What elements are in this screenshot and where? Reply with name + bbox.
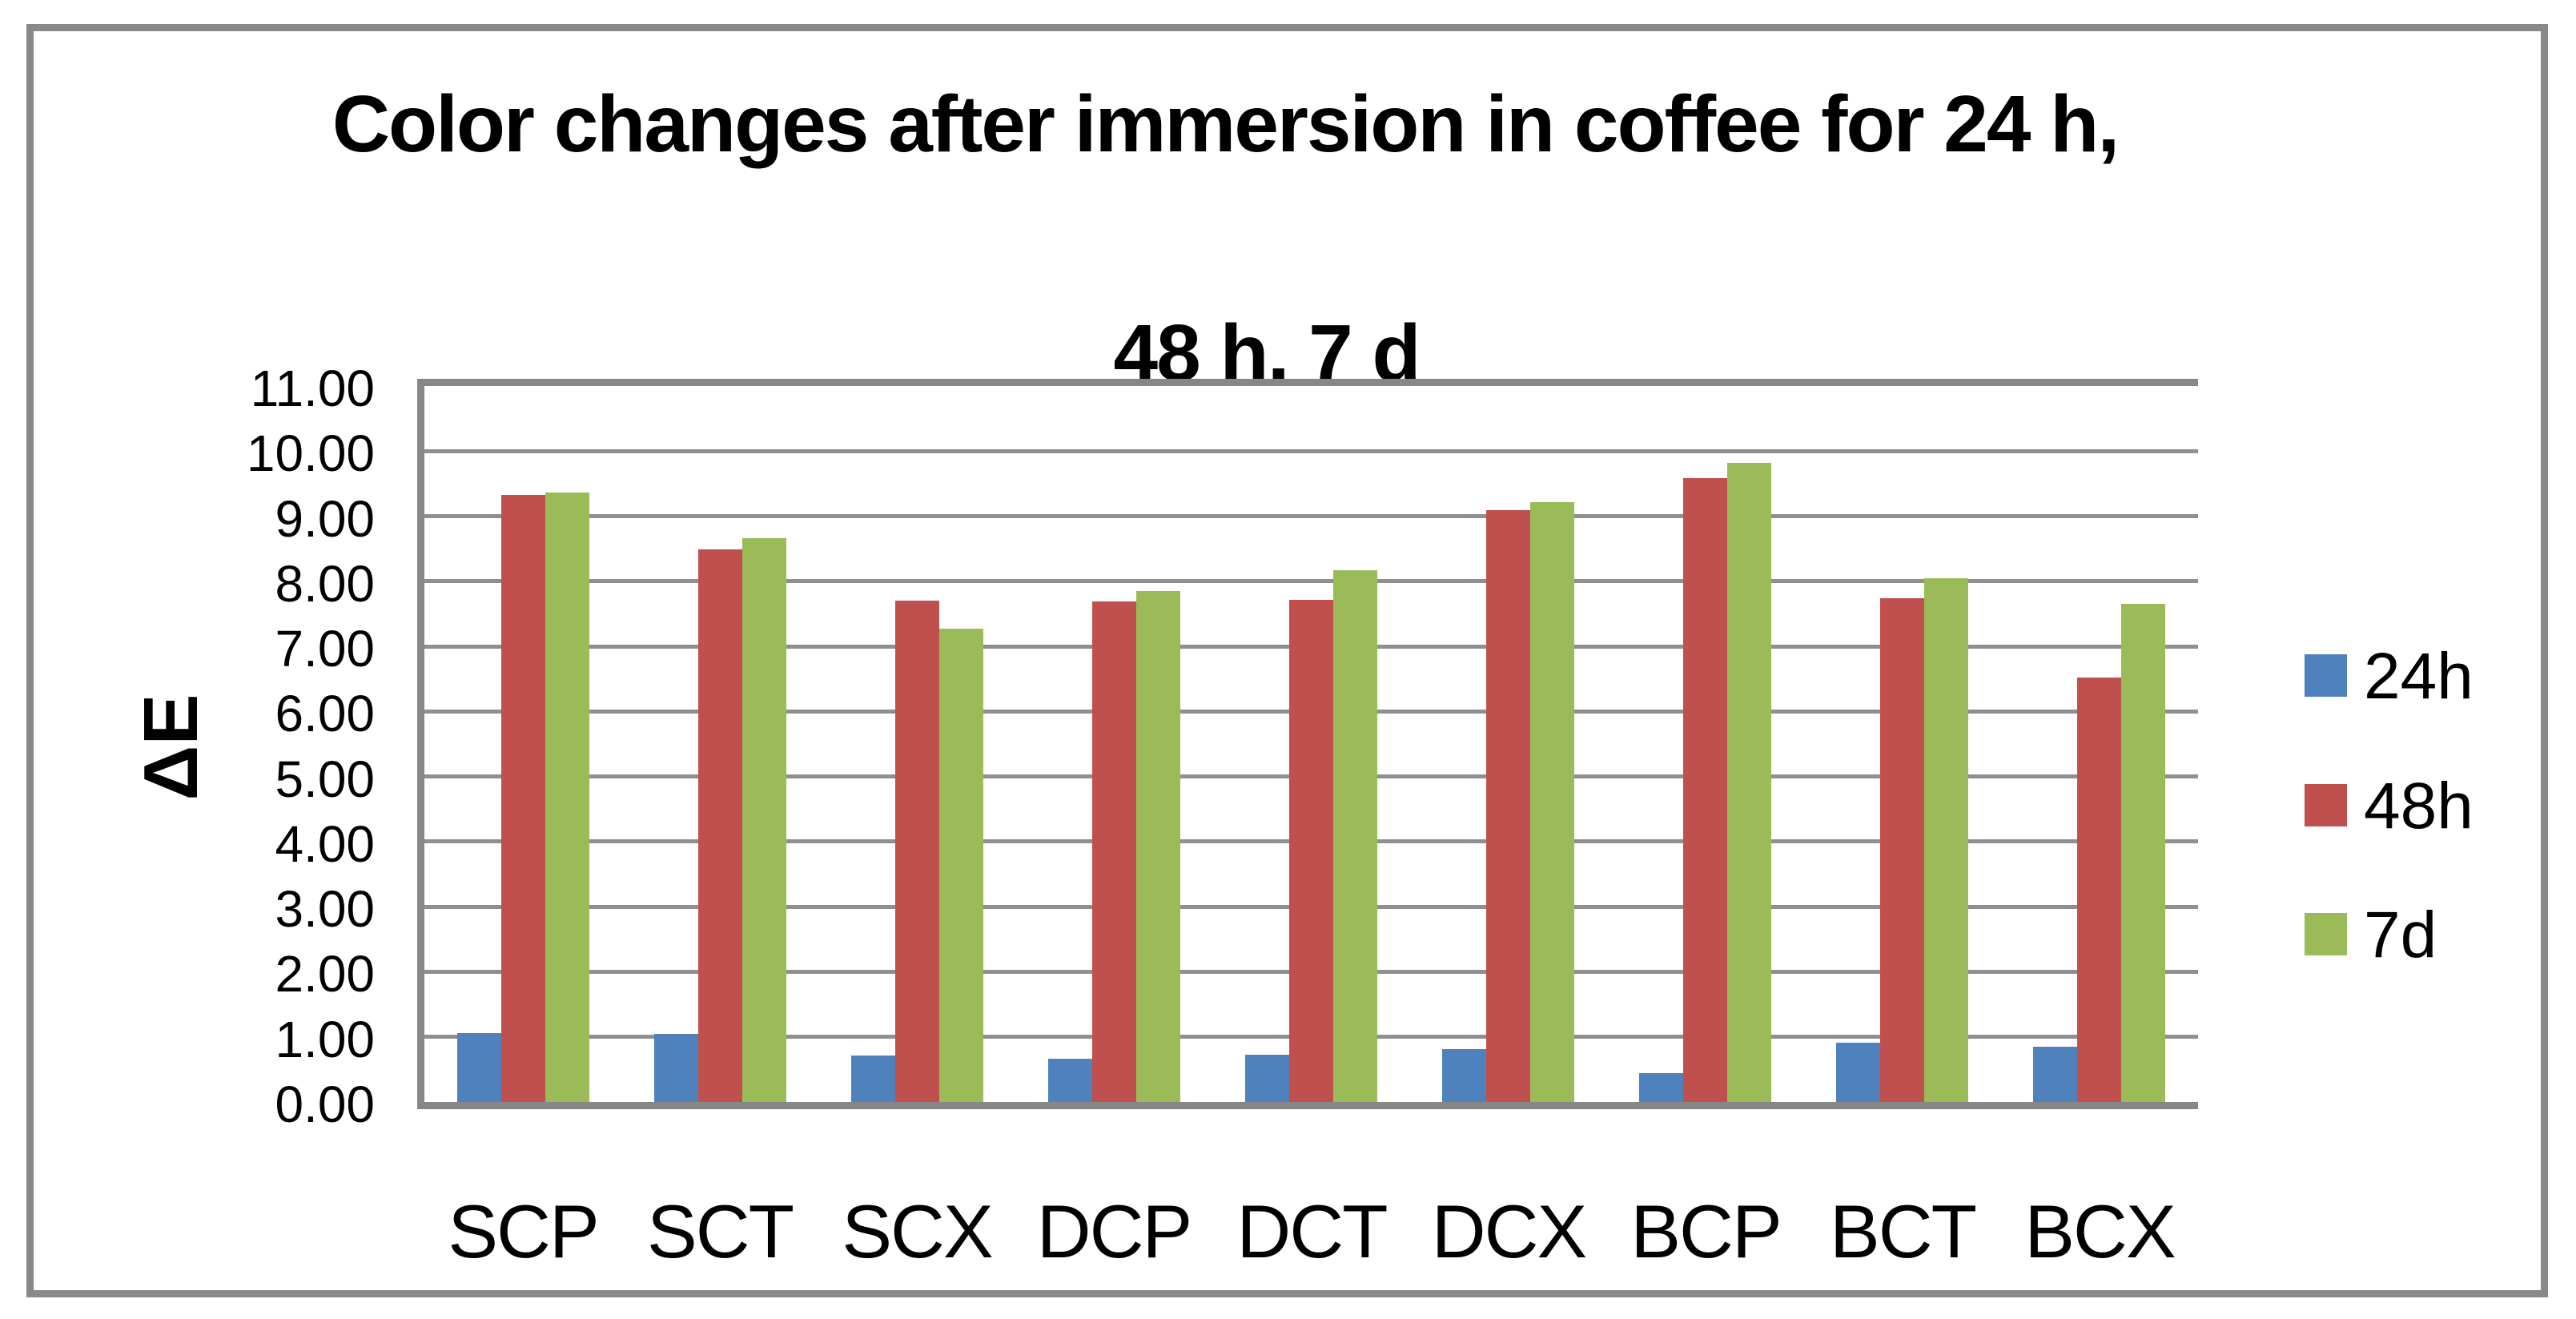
chart-title-line1: Color changes after immersion in coffee … [332,79,2120,169]
x-category-label-SCX: SCX [842,1189,993,1273]
bar-48h-BCP [1683,478,1727,1102]
bar-7d-BCP [1727,463,1771,1102]
bar-7d-DCP [1136,591,1180,1102]
legend-label-24h: 24h [2364,640,2474,713]
bar-24h-BCP [1639,1073,1683,1102]
gridline-y-9 [424,514,2198,518]
plot-area [417,379,2198,1109]
bar-48h-SCT [698,549,742,1102]
legend-label-7d: 7d [2364,899,2437,971]
bar-24h-BCX [2033,1047,2077,1102]
bar-7d-SCP [545,493,589,1102]
bar-48h-DCT [1289,600,1333,1102]
y-tick-label-6.00: 6.00 [275,685,375,742]
x-category-label-SCP: SCP [448,1189,599,1273]
x-category-label-BCT: BCT [1830,1189,1977,1273]
x-category-label-DCT: DCT [1236,1189,1388,1273]
y-tick-label-4.00: 4.00 [275,815,375,873]
y-tick-label-7.00: 7.00 [275,620,375,678]
bar-7d-SCT [742,538,786,1102]
bar-24h-BCT [1836,1043,1880,1102]
bar-7d-DCX [1530,502,1574,1102]
bar-48h-SCX [895,601,939,1102]
bar-7d-BCT [1924,578,1968,1102]
y-tick-label-5.00: 5.00 [275,750,375,808]
bar-24h-DCT [1245,1055,1289,1102]
chart-title: Color changes after immersion in coffee … [26,67,2424,525]
y-tick-label-9.00: 9.00 [275,490,375,548]
bar-48h-BCT [1880,598,1924,1102]
y-tick-label-2.00: 2.00 [275,945,375,1003]
bar-48h-DCP [1092,601,1136,1102]
legend-swatch-7d [2305,913,2347,955]
bar-7d-SCX [939,629,983,1102]
bar-24h-SCP [457,1033,501,1102]
bar-7d-DCT [1333,570,1377,1102]
legend-swatch-24h [2305,654,2347,697]
y-tick-label-1.00: 1.00 [275,1011,375,1068]
y-tick-label-3.00: 3.00 [275,880,375,938]
legend-label-48h: 48h [2364,770,2474,842]
x-category-label-BCP: BCP [1630,1189,1782,1273]
y-tick-label-8.00: 8.00 [275,555,375,613]
gridline-y-10 [424,449,2198,453]
y-tick-label-0.00: 0.00 [275,1076,375,1133]
legend-swatch-48h [2305,784,2347,826]
gridline-y-8 [424,579,2198,583]
x-category-label-DCP: DCP [1036,1189,1192,1273]
bar-24h-SCT [654,1034,698,1102]
y-tick-label-10.00: 10.00 [246,424,375,482]
bar-48h-DCX [1486,510,1530,1102]
bar-48h-SCP [501,495,545,1102]
x-category-label-SCT: SCT [647,1189,794,1273]
y-tick-label-11.00: 11.00 [250,360,375,417]
bar-24h-DCX [1442,1049,1486,1102]
bar-24h-DCP [1048,1059,1092,1102]
x-category-label-BCX: BCX [2024,1189,2176,1273]
bar-7d-BCX [2121,604,2165,1102]
bar-24h-SCX [851,1056,895,1102]
bar-48h-BCX [2077,678,2121,1102]
x-category-label-DCX: DCX [1431,1189,1587,1273]
